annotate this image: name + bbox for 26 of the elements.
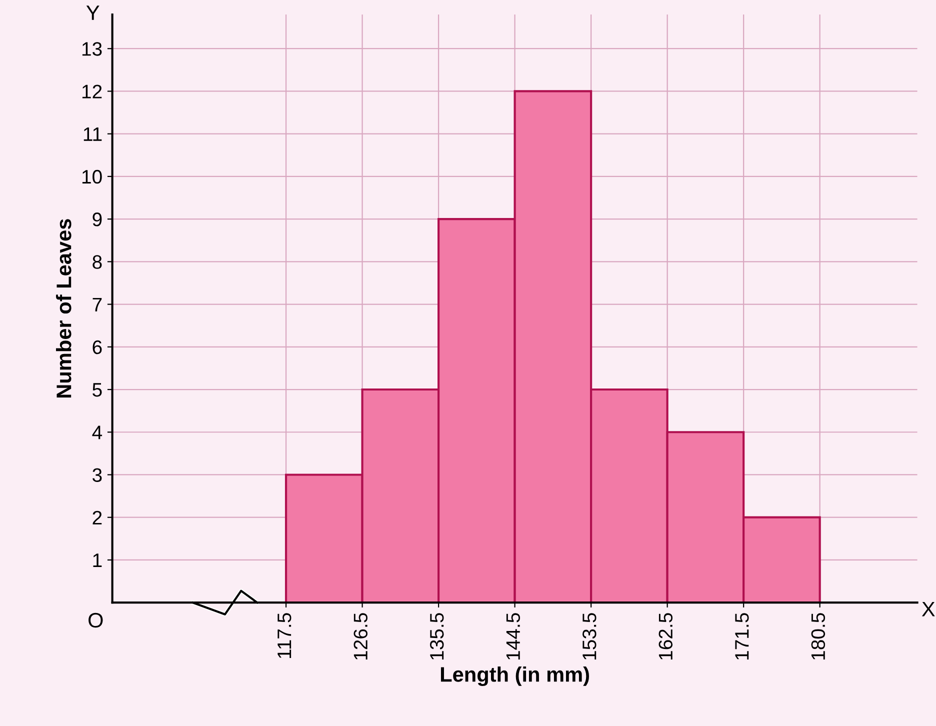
- x-tick-label: 162.5: [658, 613, 673, 660]
- y-tick-label: 13: [82, 42, 102, 56]
- x-tick-label: 180.5: [811, 613, 826, 660]
- y-tick-label: 6: [92, 340, 102, 354]
- x-tick-label: 171.5: [735, 613, 749, 660]
- text: X: [922, 602, 935, 616]
- y-tick-label: 3: [92, 468, 102, 482]
- x-tick-label: 135.5: [430, 613, 444, 660]
- y-tick-label: 11: [84, 128, 102, 141]
- x-tick-label: 126.5: [354, 613, 368, 660]
- y-tick-label: 12: [82, 84, 102, 98]
- y-tick-label: 7: [92, 298, 102, 312]
- y-tick-label: 4: [92, 426, 102, 440]
- y-tick-label: 10: [82, 170, 102, 184]
- x-tick-label: 153.5: [582, 613, 596, 660]
- text: Y: [86, 6, 100, 20]
- y-tick-label: 5: [92, 383, 102, 397]
- y-tick-label: 9: [92, 212, 102, 226]
- x-tick-label: 144.5: [506, 613, 520, 660]
- text: O: [88, 612, 103, 628]
- y-tick-label: 8: [92, 255, 102, 269]
- x-tick-label: 117.5: [278, 613, 292, 658]
- y-tick-label: 1: [93, 554, 102, 568]
- y-axis-title: Number of Leaves: [56, 219, 72, 398]
- y-tick-label: 2: [92, 510, 102, 524]
- x-axis-title: Length (in mm): [440, 666, 589, 686]
